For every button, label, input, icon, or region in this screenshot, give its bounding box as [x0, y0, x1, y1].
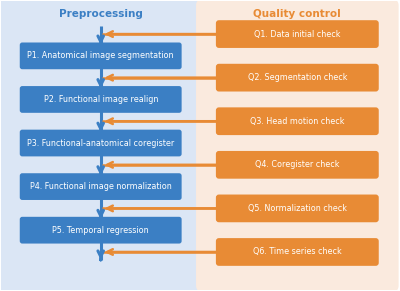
FancyBboxPatch shape	[20, 42, 182, 69]
FancyBboxPatch shape	[20, 173, 182, 200]
FancyBboxPatch shape	[216, 151, 379, 179]
Text: Q1. Data initial check: Q1. Data initial check	[254, 30, 340, 39]
FancyBboxPatch shape	[0, 0, 202, 291]
Text: Q5. Normalization check: Q5. Normalization check	[248, 204, 347, 213]
Text: P2. Functional image realign: P2. Functional image realign	[44, 95, 158, 104]
Text: Q3. Head motion check: Q3. Head motion check	[250, 117, 344, 126]
FancyBboxPatch shape	[216, 107, 379, 135]
FancyBboxPatch shape	[216, 238, 379, 266]
Text: Preprocessing: Preprocessing	[59, 9, 143, 19]
Text: P3. Functional-anatomical coregister: P3. Functional-anatomical coregister	[27, 139, 174, 148]
Text: Q4. Coregister check: Q4. Coregister check	[255, 160, 340, 169]
FancyBboxPatch shape	[20, 130, 182, 156]
FancyBboxPatch shape	[196, 0, 399, 291]
Text: Quality control: Quality control	[254, 9, 341, 19]
FancyBboxPatch shape	[216, 64, 379, 92]
FancyBboxPatch shape	[20, 86, 182, 113]
FancyBboxPatch shape	[20, 217, 182, 244]
Text: P5. Temporal regression: P5. Temporal regression	[52, 226, 149, 235]
Text: Q6. Time series check: Q6. Time series check	[253, 247, 342, 256]
FancyBboxPatch shape	[216, 194, 379, 222]
FancyBboxPatch shape	[216, 20, 379, 48]
Text: P1. Anatomical image segmentation: P1. Anatomical image segmentation	[28, 52, 174, 60]
Text: Q2. Segmentation check: Q2. Segmentation check	[248, 73, 347, 82]
Text: P4. Functional image normalization: P4. Functional image normalization	[30, 182, 172, 191]
